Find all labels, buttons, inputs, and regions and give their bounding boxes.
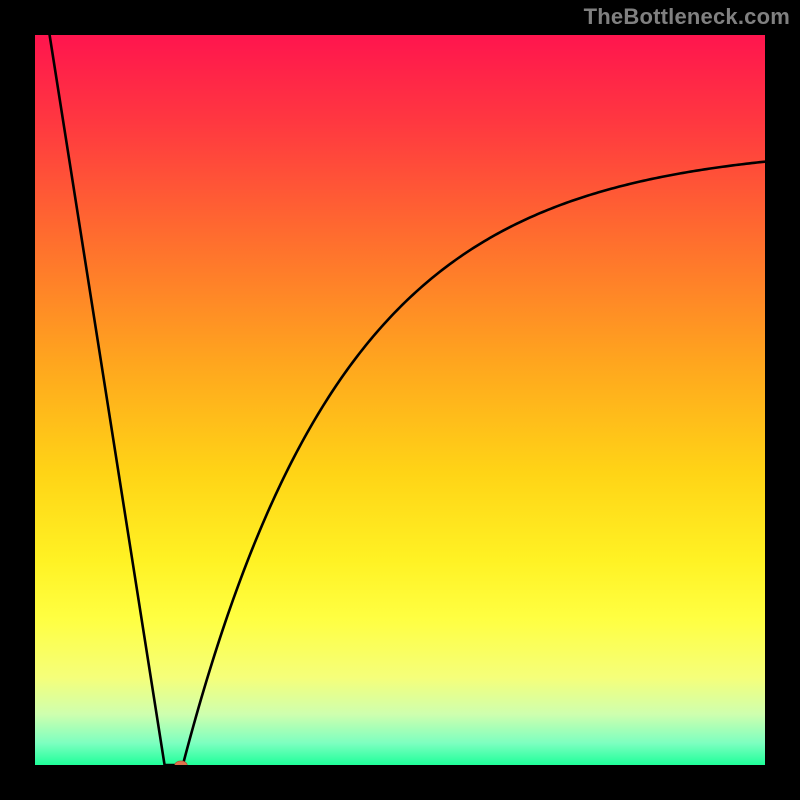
watermark-text: TheBottleneck.com <box>584 4 790 30</box>
chart-frame: TheBottleneck.com <box>0 0 800 800</box>
gradient-background <box>35 35 765 765</box>
plot-area <box>35 35 765 765</box>
plot-svg <box>35 35 765 765</box>
